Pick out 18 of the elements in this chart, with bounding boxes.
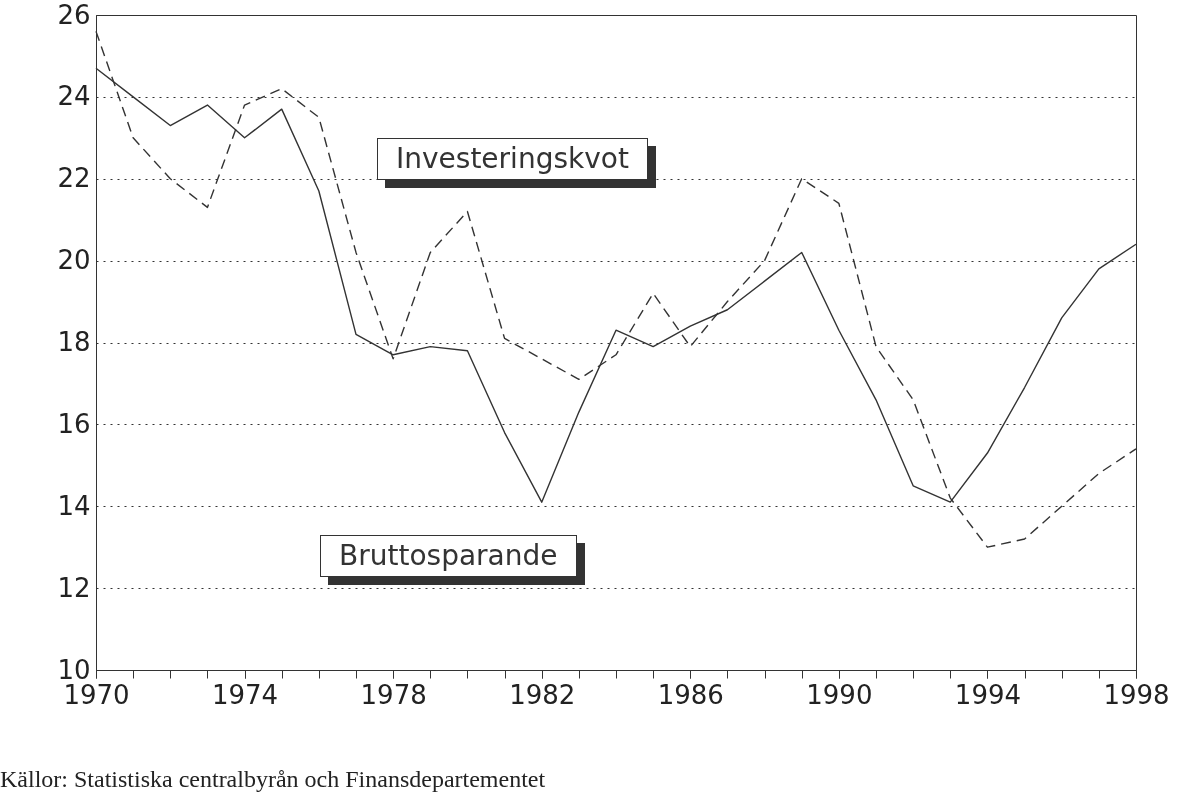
y-tick-label: 18 xyxy=(57,327,91,357)
y-tick-label: 14 xyxy=(57,490,91,521)
x-tick-label: 1998 xyxy=(1103,679,1170,710)
x-tick-label: 1986 xyxy=(657,679,724,710)
series-label: Bruttosparande xyxy=(320,535,577,577)
x-tick-label: 1990 xyxy=(806,679,873,710)
text: Investeringskvot xyxy=(377,138,648,180)
y-tick-label: 24 xyxy=(57,81,91,112)
x-tick-label: 1974 xyxy=(211,679,279,710)
x-tick-label: 1982 xyxy=(509,679,576,710)
text: Källor: Statistiska centralbyrån och Finansdepartementet xyxy=(0,766,546,792)
y-tick-label: 16 xyxy=(57,408,91,439)
y-tick-label: 20 xyxy=(57,245,91,276)
y-tick-label: 22 xyxy=(57,163,91,194)
x-tick-label: 1994 xyxy=(954,679,1022,710)
y-tick-label: 26 xyxy=(57,0,91,30)
y-tick-label: 12 xyxy=(57,572,91,603)
x-tick-label: 1978 xyxy=(360,679,427,710)
